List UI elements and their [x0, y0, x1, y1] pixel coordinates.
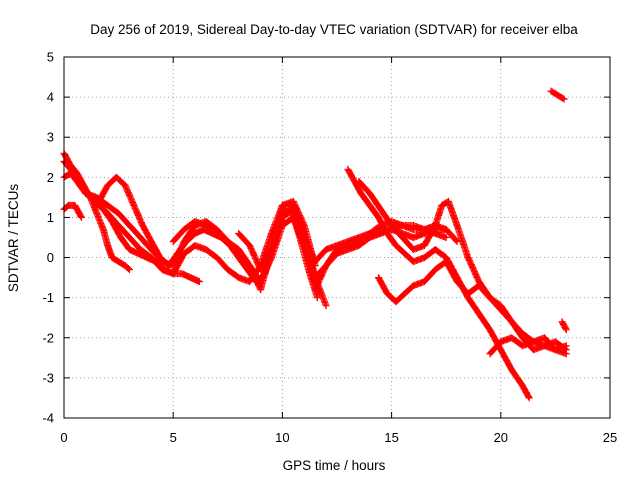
y-axis-label: SDTVAR / TECUs: [6, 184, 21, 293]
y-tick-label: 0: [47, 250, 54, 265]
y-tick-label: 1: [47, 210, 54, 225]
series-markers: [486, 334, 570, 358]
series-arc-9: [311, 218, 461, 294]
y-tick-label: 4: [47, 90, 54, 105]
series-arc-11: [355, 177, 570, 358]
y-tick-label: -1: [42, 290, 54, 305]
series-arc-12: [375, 258, 570, 354]
y-tick-label: 3: [47, 130, 54, 145]
series-arc-13: [486, 334, 570, 358]
data-points: [60, 87, 570, 402]
x-tick-label: 20: [494, 430, 508, 445]
grid: [64, 57, 610, 418]
x-tick-label: 15: [384, 430, 398, 445]
y-tick-label: 5: [47, 50, 54, 65]
y-tick-label: -3: [42, 370, 54, 385]
series-markers: [558, 318, 570, 334]
series-markers: [311, 218, 461, 294]
y-tick-label: -4: [42, 411, 54, 426]
plot-frame: [63, 56, 611, 419]
series-arc-14: [558, 318, 570, 334]
series-markers: [355, 177, 570, 358]
x-tick-label: 25: [603, 430, 617, 445]
series-markers: [547, 87, 568, 103]
series-markers: [235, 205, 450, 274]
x-tick-label: 10: [275, 430, 289, 445]
chart-title: Day 256 of 2019, Sidereal Day-to-day VTE…: [90, 22, 578, 37]
y-tick-label: -2: [42, 330, 54, 345]
tick-labels: 0 5 10 15 20 25 -4 -3 -2 -1 0 1 2 3 4 5: [42, 50, 617, 446]
series-arc-8: [235, 205, 450, 274]
x-tick-label: 5: [170, 430, 177, 445]
x-tick-label: 0: [60, 430, 67, 445]
y-tick-label: 2: [47, 170, 54, 185]
x-axis-label: GPS time / hours: [283, 458, 386, 473]
series-arc-15: [547, 87, 568, 103]
series-markers: [375, 258, 570, 354]
